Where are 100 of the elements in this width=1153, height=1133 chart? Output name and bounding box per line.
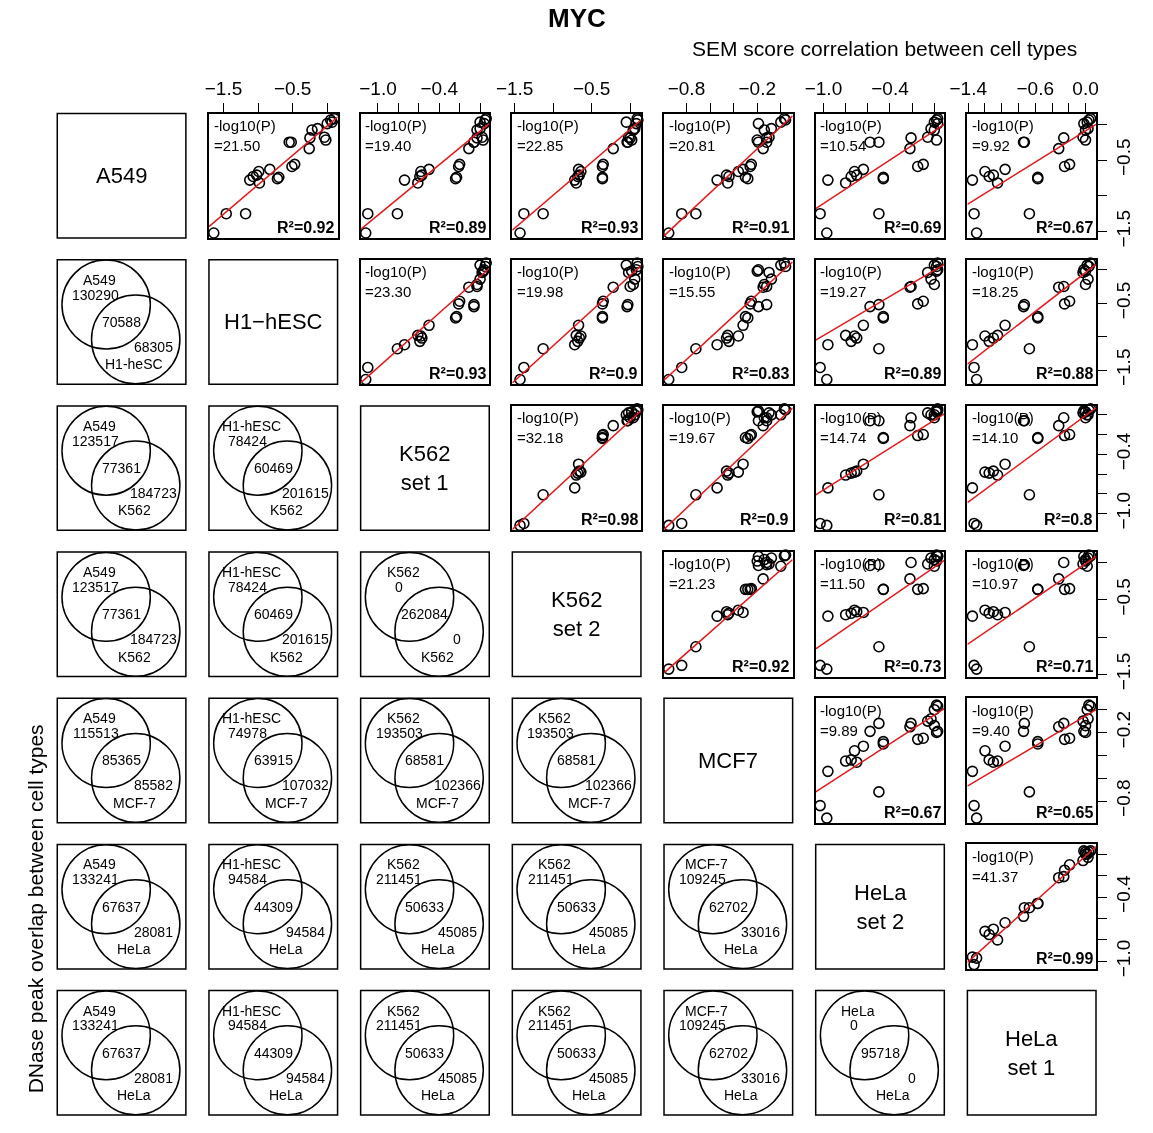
y-tick-label: −0.4: [1112, 432, 1134, 471]
text: 94584: [228, 1017, 268, 1033]
text: MCF-7: [113, 795, 156, 811]
text: 50633: [405, 1045, 445, 1061]
annotation: R²=0.83: [732, 365, 790, 382]
annotation: -log10(P) =9.92: [972, 117, 1034, 154]
text: A549: [96, 163, 148, 188]
text: 193503: [527, 725, 574, 741]
text: 0: [850, 1017, 858, 1033]
text: 85582: [134, 777, 174, 793]
text: MCF-7: [265, 795, 308, 811]
annotation: R²=0.81: [884, 511, 942, 528]
annotation: R²=0.98: [581, 511, 639, 528]
annotation: -log10(P) =19.27: [820, 263, 882, 300]
text: HeLa: [117, 1087, 151, 1103]
annotation: R²=0.71: [1036, 658, 1094, 675]
text: 133241: [72, 871, 119, 887]
text: K562: [387, 1003, 420, 1019]
text: 193503: [376, 725, 423, 741]
text: HeLa: [421, 1087, 455, 1103]
text: H1-hESC: [222, 564, 282, 580]
text: HeLa: [841, 1003, 875, 1019]
annotation: -log10(P) =22.85: [517, 117, 579, 154]
annotation: -log10(P) =19.98: [517, 263, 579, 300]
text: A549: [83, 1003, 116, 1019]
annotation: -log10(P) =21.50: [214, 117, 276, 154]
y-tick-label: −1.0: [1112, 939, 1134, 978]
y-tick-label: −0.8: [1112, 779, 1134, 817]
annotation: -log10(P) =23.30: [365, 263, 427, 300]
text: K562: [270, 649, 303, 665]
text: 184723: [130, 485, 177, 501]
annotation: R²=0.9: [589, 365, 638, 382]
text: 68581: [557, 752, 597, 768]
x-tick-label: −0.5: [572, 78, 611, 100]
text: K562: [387, 710, 420, 726]
text: A549: [83, 272, 116, 288]
text: H1-hESC: [222, 856, 282, 872]
annotation: R²=0.93: [581, 219, 639, 236]
text: 28081: [134, 1070, 174, 1086]
annotation: -log10(P) =9.40: [972, 702, 1034, 739]
text: 33016: [741, 924, 781, 940]
x-tick-label: −1.5: [204, 78, 243, 100]
text: 115513: [73, 725, 119, 741]
x-tick-label: −1.0: [804, 78, 843, 100]
text: 45085: [438, 924, 478, 940]
text: 109245: [679, 871, 726, 887]
annotation: -log10(P) =18.25: [972, 263, 1034, 300]
text: 45085: [589, 924, 629, 940]
text: 102366: [434, 777, 481, 793]
y-tick-label: −0.5: [1112, 281, 1134, 320]
text: K562: [270, 502, 303, 518]
text: 74978: [228, 725, 268, 741]
text: SEM score correlation between cell types: [692, 37, 1078, 60]
annotation: -log10(P) =10.54: [820, 117, 882, 154]
text: MCF-7: [568, 795, 611, 811]
annotation: R²=0.99: [1036, 950, 1094, 967]
text: 70588: [102, 314, 142, 330]
text: 94584: [286, 1070, 326, 1086]
text: K562: [387, 856, 420, 872]
text: 45085: [438, 1070, 478, 1086]
text: DNase peak overlap between cell types: [24, 724, 48, 1094]
annotation: -log10(P) =15.55: [669, 263, 731, 300]
text: 0: [453, 631, 461, 647]
text: 85365: [102, 752, 142, 768]
text: A549: [83, 856, 116, 872]
text: K562: [387, 564, 420, 580]
y-tick-label: −1.5: [1112, 209, 1134, 248]
y-tick-label: −1.5: [1112, 348, 1134, 387]
text: 130290: [72, 287, 119, 303]
x-tick-label: 0.0: [1072, 78, 1099, 100]
text: H1−hESC: [224, 309, 323, 334]
text: 28081: [134, 924, 174, 940]
text: K562 set 2: [551, 587, 603, 641]
text: HeLa: [421, 941, 455, 957]
text: 211451: [528, 1017, 574, 1033]
y-tick-label: −1.5: [1112, 652, 1134, 691]
text: 68305: [134, 339, 174, 355]
text: 78424: [228, 433, 268, 449]
text: 62702: [709, 1045, 749, 1061]
text: 123517: [72, 433, 119, 449]
text: HeLa: [572, 941, 606, 957]
text: H1-hESC: [222, 710, 282, 726]
text: 94584: [286, 924, 326, 940]
text: HeLa: [572, 1087, 606, 1103]
text: 77361: [102, 460, 142, 476]
text: HeLa: [724, 1087, 758, 1103]
text: 77361: [102, 606, 142, 622]
text: 50633: [557, 899, 597, 915]
annotation: R²=0.91: [732, 219, 790, 236]
annotation: -log10(P) =9.89: [820, 702, 882, 739]
annotation: -log10(P) =19.67: [669, 409, 731, 446]
annotation: R²=0.69: [884, 219, 942, 236]
text: 211451: [528, 871, 574, 887]
text: H1-hESC: [222, 418, 282, 434]
text: 102366: [585, 777, 632, 793]
text: 33016: [741, 1070, 781, 1086]
annotation: R²=0.89: [884, 365, 942, 382]
text: 109245: [679, 1017, 726, 1033]
x-tick-label: −0.6: [1016, 78, 1055, 100]
text: HeLa: [876, 1087, 910, 1103]
